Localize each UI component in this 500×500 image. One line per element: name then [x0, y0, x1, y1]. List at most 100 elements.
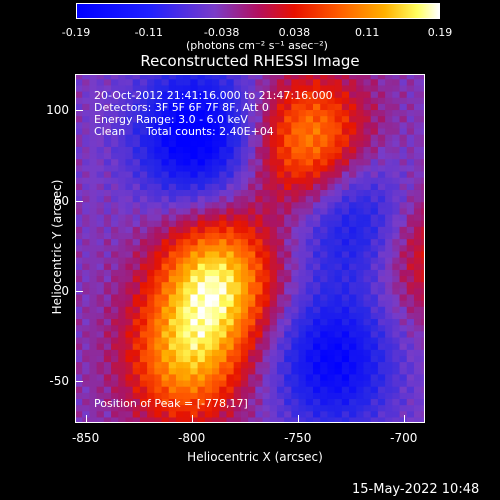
- heatmap-cell: [284, 226, 292, 234]
- heatmap-cell: [370, 281, 379, 289]
- heatmap-cell: [291, 367, 300, 375]
- heatmap-cell: [363, 398, 372, 406]
- heatmap-cell: [298, 386, 307, 393]
- heatmap-cell: [226, 404, 235, 412]
- heatmap-cell: [118, 244, 127, 252]
- heatmap-cell: [125, 416, 134, 423]
- heatmap-cell: [168, 115, 177, 123]
- heatmap-cell: [197, 183, 206, 190]
- heatmap-cell: [356, 318, 365, 326]
- heatmap-cell: [183, 189, 191, 197]
- heatmap-cell: [305, 78, 314, 86]
- heatmap-cell: [413, 152, 422, 160]
- heatmap-cell: [255, 121, 264, 129]
- heatmap-cell: [421, 170, 425, 178]
- heatmap-cell: [154, 324, 163, 332]
- heatmap-cell: [82, 201, 91, 209]
- heatmap-cell: [284, 293, 292, 301]
- heatmap-cell: [385, 177, 393, 184]
- heatmap-cell: [219, 103, 228, 111]
- heatmap-cell: [269, 386, 278, 393]
- heatmap-cell: [298, 201, 307, 209]
- heatmap-cell: [356, 324, 365, 332]
- heatmap-cell: [291, 127, 300, 135]
- heatmap-cell: [96, 146, 105, 154]
- heatmap-cell: [421, 158, 425, 166]
- heatmap-cell: [385, 140, 393, 147]
- heatmap-cell: [413, 349, 422, 356]
- heatmap-cell: [284, 386, 292, 393]
- heatmap-cell: [334, 238, 343, 246]
- heatmap-cell: [139, 343, 148, 350]
- heatmap-cell: [190, 244, 199, 252]
- heatmap-cell: [269, 416, 278, 423]
- heatmap-cell: [96, 275, 105, 283]
- heatmap-cell: [298, 121, 307, 129]
- heatmap-cell: [284, 281, 292, 289]
- heatmap-cell: [269, 343, 278, 350]
- heatmap-cell: [219, 97, 228, 104]
- heatmap-cell: [233, 183, 242, 190]
- heatmap-cell: [356, 183, 365, 190]
- heatmap-cell: [183, 250, 191, 258]
- heatmap-cell: [413, 97, 422, 104]
- heatmap-cell: [262, 318, 271, 326]
- heatmap-cell: [363, 269, 372, 277]
- heatmap-cell: [118, 300, 127, 307]
- heatmap-cell: [161, 213, 170, 221]
- heatmap-cell: [370, 343, 379, 350]
- heatmap-cell: [219, 343, 228, 350]
- heatmap-cell: [197, 306, 206, 313]
- heatmap-cell: [139, 269, 148, 277]
- heatmap-cell: [139, 226, 148, 234]
- heatmap-cell: [103, 349, 112, 356]
- heatmap-cell: [204, 220, 213, 227]
- heatmap-cell: [233, 349, 242, 356]
- heatmap-cell: [175, 373, 184, 381]
- heatmap-cell: [226, 97, 235, 104]
- heatmap-cell: [305, 177, 314, 184]
- heatmap-cell: [197, 121, 206, 129]
- heatmap-cell: [89, 121, 98, 129]
- heatmap-cell: [262, 238, 271, 246]
- heatmap-cell: [305, 263, 314, 270]
- heatmap-cell: [233, 121, 242, 129]
- heatmap-cell: [197, 226, 206, 234]
- heatmap-cell: [269, 263, 278, 270]
- heatmap-cell: [139, 177, 148, 184]
- heatmap-cell: [212, 103, 220, 111]
- heatmap-cell: [190, 306, 199, 313]
- heatmap-cell: [406, 109, 415, 117]
- heatmap-cell: [89, 269, 98, 277]
- heatmap-cell: [118, 146, 127, 154]
- heatmap-cell: [212, 275, 220, 283]
- heatmap-cell: [392, 250, 401, 258]
- heatmap-cell: [190, 416, 199, 423]
- heatmap-cell: [161, 275, 170, 283]
- heatmap-cell: [262, 74, 271, 80]
- heatmap-cell: [255, 336, 264, 344]
- heatmap-cell: [377, 318, 386, 326]
- heatmap-cell: [132, 324, 141, 332]
- heatmap-cell: [370, 330, 379, 338]
- heatmap-cell: [111, 177, 119, 184]
- heatmap-cell: [363, 263, 372, 270]
- heatmap-cell: [269, 195, 278, 203]
- heatmap-cell: [305, 115, 314, 123]
- heatmap-cell: [240, 379, 249, 387]
- heatmap-cell: [219, 250, 228, 258]
- heatmap-cell: [269, 201, 278, 209]
- heatmap-cell: [111, 232, 119, 240]
- heatmap-cell: [334, 189, 343, 197]
- heatmap-cell: [392, 170, 401, 178]
- heatmap-cell: [341, 312, 350, 320]
- heatmap-cell: [305, 189, 314, 197]
- heatmap-cell: [349, 207, 357, 215]
- heatmap-cell: [413, 121, 422, 129]
- heatmap-cell: [284, 379, 292, 387]
- heatmap-cell: [175, 84, 184, 92]
- heatmap-cell: [139, 330, 148, 338]
- heatmap-cell: [421, 398, 425, 406]
- heatmap-cell: [75, 164, 83, 172]
- heatmap-cell: [334, 361, 343, 369]
